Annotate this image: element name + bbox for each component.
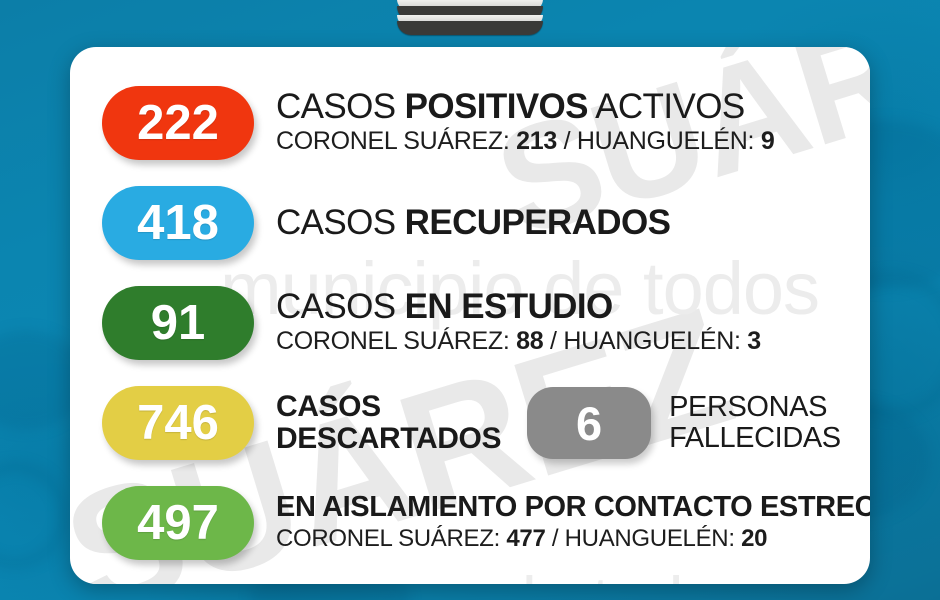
stat-breakdown-estudio: CORONEL SUÁREZ: 88 / HUANGUELÉN: 3 (276, 327, 761, 357)
breakdown-label-huanguelen: HUANGUELÉN: (576, 127, 761, 156)
count-pill-estudio: 91 (102, 286, 254, 360)
title-part-recuperados: RECUPERADOS (404, 203, 671, 243)
breakdown-label-coronel-suarez: CORONEL SUÁREZ: (276, 327, 517, 356)
watermark-de-todos-bottom: de todos (500, 567, 753, 584)
labels-descartados: CASOS DESCARTADOS (276, 391, 501, 455)
breakdown-label-huanguelen: HUANGUELÉN: (564, 524, 742, 552)
count-pill-recuperados: 418 (102, 186, 254, 260)
labels-recuperados: CASOS RECUPERADOS (276, 203, 671, 243)
title-part-casos: CASOS (276, 203, 405, 243)
stat-title-recuperados: CASOS RECUPERADOS (276, 203, 671, 243)
breakdown-value-coronel-suarez: 88 (516, 327, 544, 356)
binding-band-light (397, 0, 543, 11)
stat-title-estudio: CASOS EN ESTUDIO (276, 289, 761, 325)
breakdown-value-coronel-suarez: 477 (506, 524, 546, 552)
stat-title-descartados-line-1: CASOS (276, 390, 381, 424)
deaths-group: 6 PERSONAS FALLECIDAS (527, 387, 841, 459)
stat-title-fallecidas-line-1: PERSONAS (669, 391, 828, 424)
stat-title-fallecidas-line-2: FALLECIDAS (669, 422, 841, 454)
breakdown-separator: / (556, 127, 577, 156)
labels-positivos: CASOS POSITIVOS ACTIVOS CORONEL SUÁREZ: … (276, 89, 775, 157)
stats-card: SUÁREZ SUÁREZ municipio de todos de todo… (70, 47, 870, 584)
stat-breakdown-aislamiento: CORONEL SUÁREZ: 477 / HUANGUELÉN: 20 (276, 525, 870, 553)
stat-title-aislamiento: EN AISLAMIENTO POR CONTACTO ESTRECHO (276, 491, 870, 524)
stat-row-casos-positivos-activos: 222 CASOS POSITIVOS ACTIVOS CORONEL SUÁR… (102, 81, 870, 165)
binding-band-dark (397, 21, 543, 35)
count-pill-aislamiento: 497 (102, 486, 254, 560)
stat-breakdown-positivos: CORONEL SUÁREZ: 213 / HUANGUELÉN: 9 (276, 127, 775, 157)
binding-band-light (397, 15, 543, 26)
breakdown-label-huanguelen: HUANGUELÉN: (563, 327, 748, 356)
breakdown-value-huanguelen: 9 (760, 127, 775, 156)
stat-title-positivos: CASOS POSITIVOS ACTIVOS (276, 89, 774, 125)
breakdown-value-coronel-suarez: 213 (516, 127, 557, 156)
count-pill-descartados: 746 (102, 386, 254, 460)
stat-row-casos-en-estudio: 91 CASOS EN ESTUDIO CORONEL SUÁREZ: 88 /… (102, 281, 870, 365)
breakdown-separator: / (543, 327, 564, 356)
title-part-en-estudio: EN ESTUDIO (404, 287, 614, 327)
notepad-binding (397, 0, 543, 36)
stat-row-en-aislamiento: 497 EN AISLAMIENTO POR CONTACTO ESTRECHO… (102, 481, 870, 565)
stats-rows: 222 CASOS POSITIVOS ACTIVOS CORONEL SUÁR… (70, 47, 870, 565)
title-part-activos: ACTIVOS (587, 87, 745, 127)
title-part-casos: CASOS (276, 87, 405, 127)
breakdown-label-coronel-suarez: CORONEL SUÁREZ: (276, 127, 517, 156)
stat-title-descartados-line-2: DESCARTADOS (276, 422, 502, 455)
breakdown-separator: / (545, 524, 565, 552)
labels-aislamiento: EN AISLAMIENTO POR CONTACTO ESTRECHO COR… (276, 491, 870, 553)
breakdown-value-huanguelen: 3 (747, 327, 761, 356)
background-texture-ring (0, 460, 70, 570)
breakdown-value-huanguelen: 20 (741, 524, 768, 552)
breakdown-label-coronel-suarez: CORONEL SUÁREZ: (276, 524, 507, 552)
labels-fallecidas: PERSONAS FALLECIDAS (669, 392, 841, 453)
title-part-casos: CASOS (276, 287, 405, 327)
stat-row-casos-recuperados: 418 CASOS RECUPERADOS (102, 181, 870, 265)
count-pill-positivos: 222 (102, 86, 254, 160)
stat-row-casos-descartados: 746 CASOS DESCARTADOS 6 PERSONAS FALLECI… (102, 381, 870, 465)
count-pill-fallecidas: 6 (527, 387, 652, 459)
title-part-positivos: POSITIVOS (404, 87, 589, 127)
labels-estudio: CASOS EN ESTUDIO CORONEL SUÁREZ: 88 / HU… (276, 289, 761, 356)
